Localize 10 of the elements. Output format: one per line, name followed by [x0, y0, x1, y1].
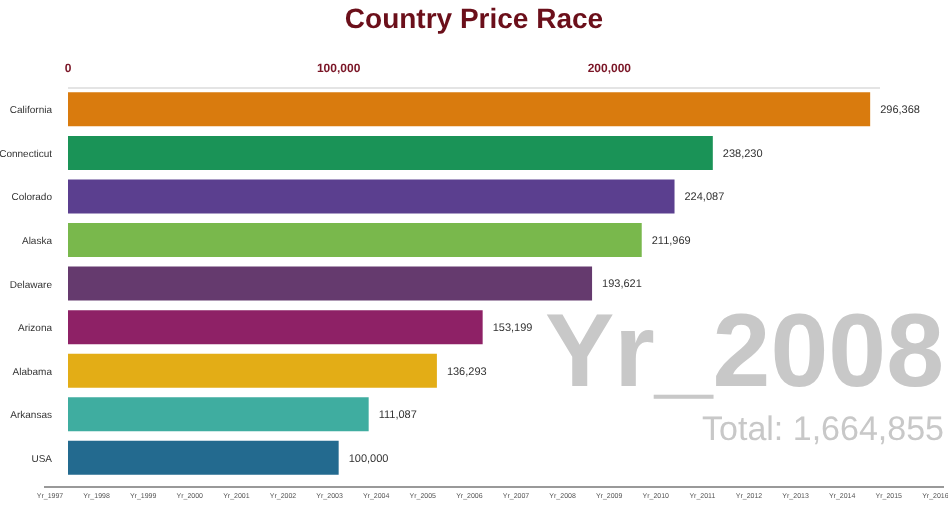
bar	[68, 397, 369, 432]
bar	[68, 135, 713, 170]
bar	[68, 179, 675, 214]
bar	[68, 440, 339, 475]
bar	[68, 92, 871, 127]
chart-title: Country Price Race	[342, 2, 606, 34]
bar	[68, 266, 593, 301]
bar	[68, 310, 483, 345]
bar	[68, 353, 437, 388]
bar	[68, 223, 642, 258]
